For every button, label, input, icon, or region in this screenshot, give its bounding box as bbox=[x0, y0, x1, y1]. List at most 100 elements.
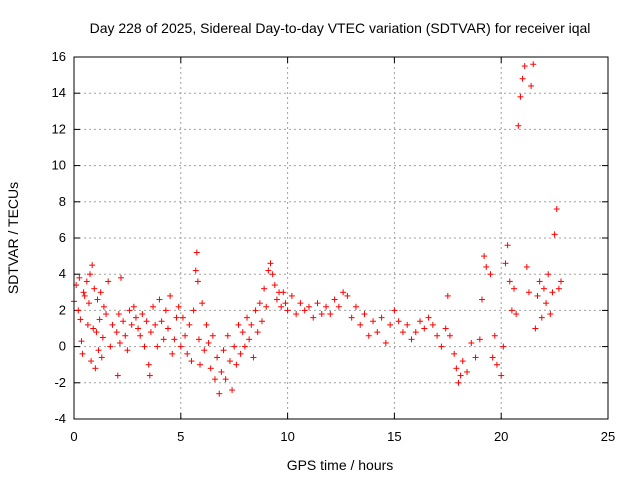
data-point bbox=[310, 314, 317, 321]
data-point bbox=[340, 289, 347, 296]
data-point bbox=[478, 296, 485, 303]
data-point bbox=[487, 271, 494, 278]
data-point bbox=[237, 350, 244, 357]
y-tick-label: 6 bbox=[59, 230, 66, 245]
data-point bbox=[100, 303, 107, 310]
data-point bbox=[519, 75, 526, 82]
x-tick-label: 25 bbox=[601, 429, 615, 444]
data-point bbox=[80, 289, 87, 296]
data-point bbox=[370, 318, 377, 325]
data-point bbox=[244, 314, 251, 321]
y-tick-label: 4 bbox=[59, 266, 66, 281]
data-point bbox=[551, 231, 558, 238]
data-point bbox=[77, 316, 84, 323]
data-point bbox=[171, 336, 178, 343]
data-point bbox=[293, 311, 300, 318]
data-point bbox=[135, 325, 142, 332]
y-tick-label: 2 bbox=[59, 302, 66, 317]
data-point bbox=[115, 311, 122, 318]
data-point bbox=[103, 311, 110, 318]
data-point bbox=[152, 321, 159, 328]
data-points bbox=[71, 61, 565, 397]
data-point bbox=[241, 343, 248, 350]
data-point bbox=[532, 325, 539, 332]
data-point bbox=[429, 321, 436, 328]
x-tick-label: 10 bbox=[280, 429, 294, 444]
data-point bbox=[511, 285, 518, 292]
data-point bbox=[305, 303, 312, 310]
data-point bbox=[78, 338, 85, 345]
data-point bbox=[97, 289, 104, 296]
data-point bbox=[282, 300, 289, 307]
y-tick-label: 10 bbox=[52, 158, 66, 173]
data-point bbox=[504, 242, 511, 249]
data-point bbox=[387, 321, 394, 328]
data-point bbox=[297, 300, 304, 307]
data-point bbox=[438, 343, 445, 350]
data-point bbox=[525, 289, 532, 296]
data-point bbox=[162, 307, 169, 314]
data-point bbox=[179, 314, 186, 321]
data-point bbox=[98, 354, 105, 361]
data-point bbox=[158, 318, 165, 325]
data-point bbox=[528, 82, 535, 89]
data-point bbox=[147, 329, 154, 336]
data-point bbox=[188, 358, 195, 365]
data-point bbox=[513, 311, 520, 318]
axis-ticks: 0 5 10 15 20 25 -4 -2 0 2 4 6 8 10 12 14 16 bbox=[52, 49, 616, 444]
data-point bbox=[555, 285, 562, 292]
data-point bbox=[534, 292, 541, 299]
data-point bbox=[105, 278, 112, 285]
data-point bbox=[314, 300, 321, 307]
data-point bbox=[284, 307, 291, 314]
data-point bbox=[229, 387, 236, 394]
data-point bbox=[143, 318, 150, 325]
data-point bbox=[235, 321, 242, 328]
data-point bbox=[457, 372, 464, 379]
data-point bbox=[498, 372, 505, 379]
data-point bbox=[141, 343, 148, 350]
data-point bbox=[214, 354, 221, 361]
data-point bbox=[93, 329, 100, 336]
data-point bbox=[468, 339, 475, 346]
data-point bbox=[395, 318, 402, 325]
data-point bbox=[271, 282, 278, 289]
data-point bbox=[109, 321, 116, 328]
data-point bbox=[258, 318, 265, 325]
data-point bbox=[107, 343, 114, 350]
data-point bbox=[193, 249, 200, 256]
data-point bbox=[263, 303, 270, 310]
data-point bbox=[205, 339, 212, 346]
data-point bbox=[327, 311, 334, 318]
data-point bbox=[83, 278, 90, 285]
data-point bbox=[412, 329, 419, 336]
data-point bbox=[79, 350, 86, 357]
data-point bbox=[365, 332, 372, 339]
data-point bbox=[87, 271, 94, 278]
data-point bbox=[164, 325, 171, 332]
data-point bbox=[444, 292, 451, 299]
data-point bbox=[182, 332, 189, 339]
data-point bbox=[252, 307, 259, 314]
data-point bbox=[250, 354, 257, 361]
data-point bbox=[120, 318, 127, 325]
data-point bbox=[216, 390, 223, 397]
data-point bbox=[265, 267, 272, 274]
data-point bbox=[139, 311, 146, 318]
data-point bbox=[114, 372, 121, 379]
y-tick-label: 16 bbox=[52, 49, 66, 64]
data-point bbox=[543, 300, 550, 307]
data-point bbox=[184, 350, 191, 357]
y-axis-label: SDTVAR / TECUs bbox=[5, 182, 21, 294]
data-point bbox=[280, 289, 287, 296]
data-point bbox=[91, 285, 98, 292]
data-point bbox=[391, 307, 398, 314]
x-tick-label: 0 bbox=[70, 429, 77, 444]
data-point bbox=[199, 300, 206, 307]
x-tick-label: 15 bbox=[387, 429, 401, 444]
data-point bbox=[378, 314, 385, 321]
data-point bbox=[404, 321, 411, 328]
data-point bbox=[154, 343, 161, 350]
x-tick-label: 20 bbox=[494, 429, 508, 444]
data-point bbox=[399, 329, 406, 336]
